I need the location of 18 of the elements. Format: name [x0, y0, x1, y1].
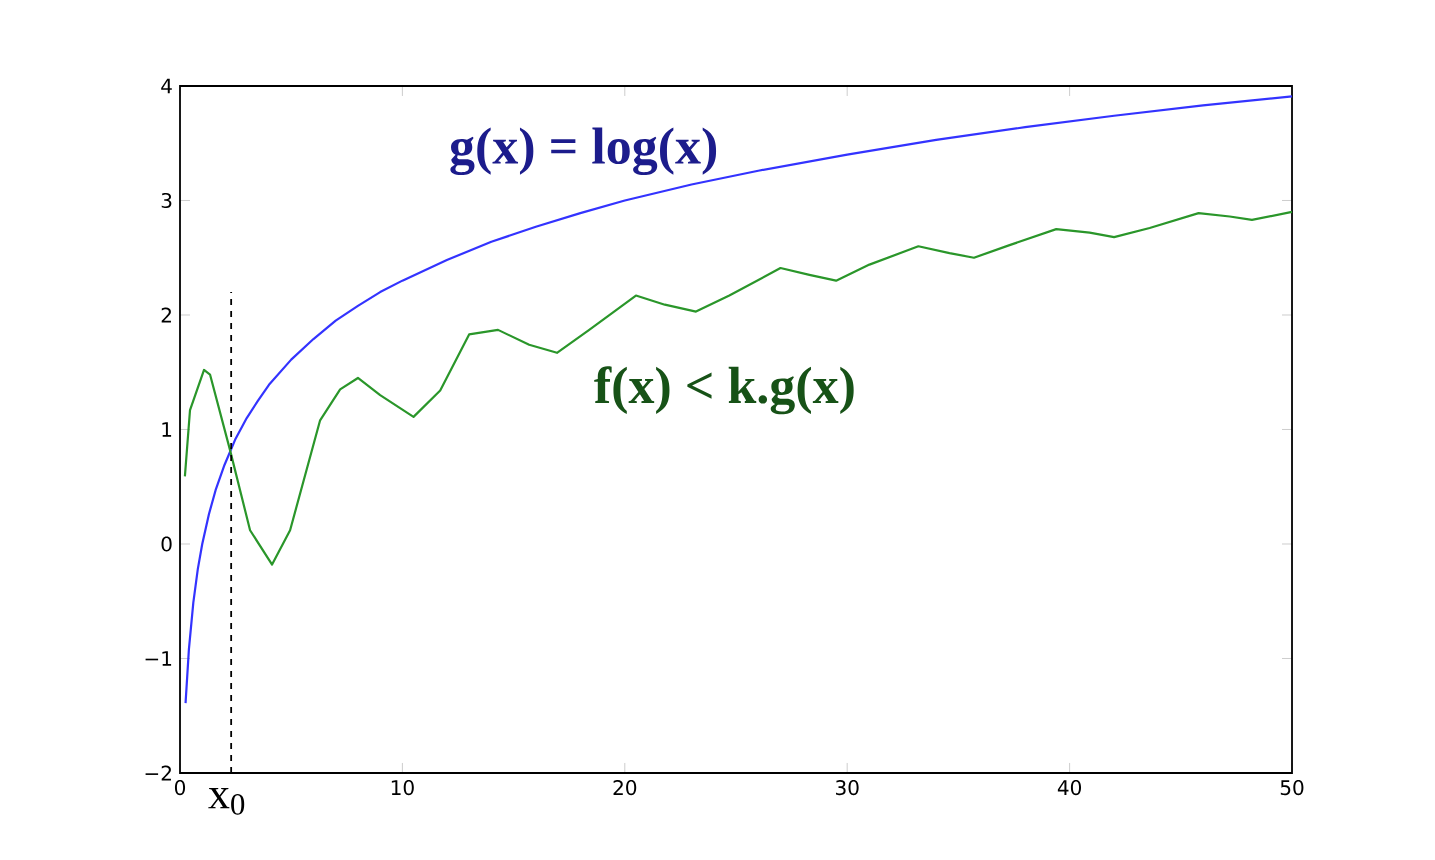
series-label: f(x) < k.g(x)	[594, 366, 854, 415]
y-tick-label: 2	[161, 307, 171, 323]
y-tick-label: −2	[145, 765, 171, 781]
y-tick-label: 1	[162, 422, 172, 437]
x-tick-label: 40	[1057, 780, 1082, 796]
series-label: g(x) = log(x)	[450, 127, 717, 176]
ref-line-label: x$_{0}$	[208, 788, 245, 815]
line-series	[183, 210, 1294, 566]
line-series	[184, 95, 1294, 705]
y-tick-label: 0	[161, 536, 172, 552]
x-tick-label: 50	[1280, 780, 1304, 796]
x-tick-label: 30	[836, 780, 859, 796]
y-tick-label: 4	[161, 78, 172, 94]
x-tick-label: 10	[391, 780, 414, 796]
x-tick-label: 20	[613, 780, 637, 796]
x-tick-label: 0	[174, 780, 186, 796]
y-tick-label: −1	[145, 651, 172, 666]
y-tick-label: 3	[161, 192, 172, 209]
